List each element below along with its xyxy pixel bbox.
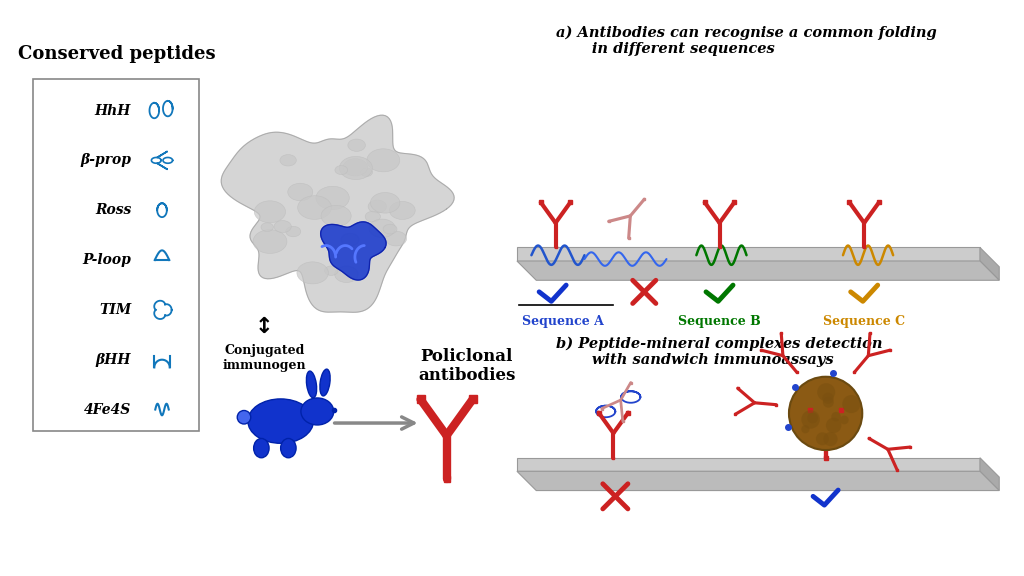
Text: βHH: βHH <box>95 353 131 367</box>
Ellipse shape <box>369 219 395 237</box>
Text: Ross: Ross <box>95 203 131 217</box>
Ellipse shape <box>335 266 358 282</box>
Text: P-loop: P-loop <box>82 253 131 267</box>
Ellipse shape <box>248 399 313 444</box>
Ellipse shape <box>301 398 334 425</box>
Ellipse shape <box>286 226 301 237</box>
Ellipse shape <box>385 231 407 246</box>
Ellipse shape <box>341 233 359 246</box>
Ellipse shape <box>253 230 287 253</box>
Text: b) Peptide-mineral complexes detection
       with sandwich immunoassays: b) Peptide-mineral complexes detection w… <box>556 336 882 367</box>
Ellipse shape <box>383 224 397 234</box>
Ellipse shape <box>339 157 373 180</box>
Ellipse shape <box>238 411 251 424</box>
Circle shape <box>823 432 838 446</box>
Ellipse shape <box>280 154 296 166</box>
Ellipse shape <box>306 371 316 398</box>
Ellipse shape <box>335 165 348 175</box>
Polygon shape <box>980 458 999 491</box>
Circle shape <box>802 410 820 429</box>
Polygon shape <box>517 248 980 261</box>
Ellipse shape <box>298 196 332 219</box>
Ellipse shape <box>274 221 291 233</box>
Ellipse shape <box>343 159 368 176</box>
Circle shape <box>801 425 810 433</box>
Text: ↕: ↕ <box>255 317 273 336</box>
Text: Sequence C: Sequence C <box>823 315 905 328</box>
Ellipse shape <box>348 139 366 151</box>
Polygon shape <box>517 458 980 471</box>
Text: a) Antibodies can recognise a common folding
       in different sequences: a) Antibodies can recognise a common fol… <box>556 26 936 56</box>
Circle shape <box>817 383 836 401</box>
Ellipse shape <box>254 201 286 223</box>
Ellipse shape <box>281 438 296 458</box>
Ellipse shape <box>389 202 415 219</box>
Circle shape <box>840 416 849 425</box>
Polygon shape <box>980 248 999 281</box>
FancyBboxPatch shape <box>33 79 199 431</box>
Ellipse shape <box>254 438 269 458</box>
Ellipse shape <box>261 223 273 232</box>
Circle shape <box>816 432 828 445</box>
Ellipse shape <box>288 183 312 201</box>
Polygon shape <box>321 222 386 280</box>
Text: HhH: HhH <box>95 104 131 118</box>
Ellipse shape <box>297 262 329 284</box>
Polygon shape <box>517 471 999 491</box>
Ellipse shape <box>316 186 349 210</box>
Text: Conjugated
immunogen: Conjugated immunogen <box>222 344 306 372</box>
Text: Sequence B: Sequence B <box>678 315 761 328</box>
Circle shape <box>788 377 862 450</box>
Text: β-prop: β-prop <box>80 153 131 168</box>
Ellipse shape <box>366 211 381 222</box>
Ellipse shape <box>325 266 338 275</box>
Polygon shape <box>221 115 454 312</box>
Text: Policlonal
antibodies: Policlonal antibodies <box>418 348 515 384</box>
Polygon shape <box>517 261 999 281</box>
Ellipse shape <box>322 206 351 226</box>
Circle shape <box>807 412 818 423</box>
Ellipse shape <box>360 168 373 176</box>
Text: TIM: TIM <box>99 303 131 317</box>
Ellipse shape <box>368 200 386 213</box>
Circle shape <box>843 395 860 413</box>
Circle shape <box>831 412 841 422</box>
Ellipse shape <box>371 192 399 213</box>
Circle shape <box>823 397 834 408</box>
Ellipse shape <box>367 149 399 172</box>
Text: 4Fe4S: 4Fe4S <box>84 403 131 416</box>
Text: Conserved peptides: Conserved peptides <box>17 45 215 63</box>
Circle shape <box>826 418 842 433</box>
Circle shape <box>822 393 834 404</box>
Text: Sequence A: Sequence A <box>522 315 604 328</box>
Ellipse shape <box>319 369 330 396</box>
